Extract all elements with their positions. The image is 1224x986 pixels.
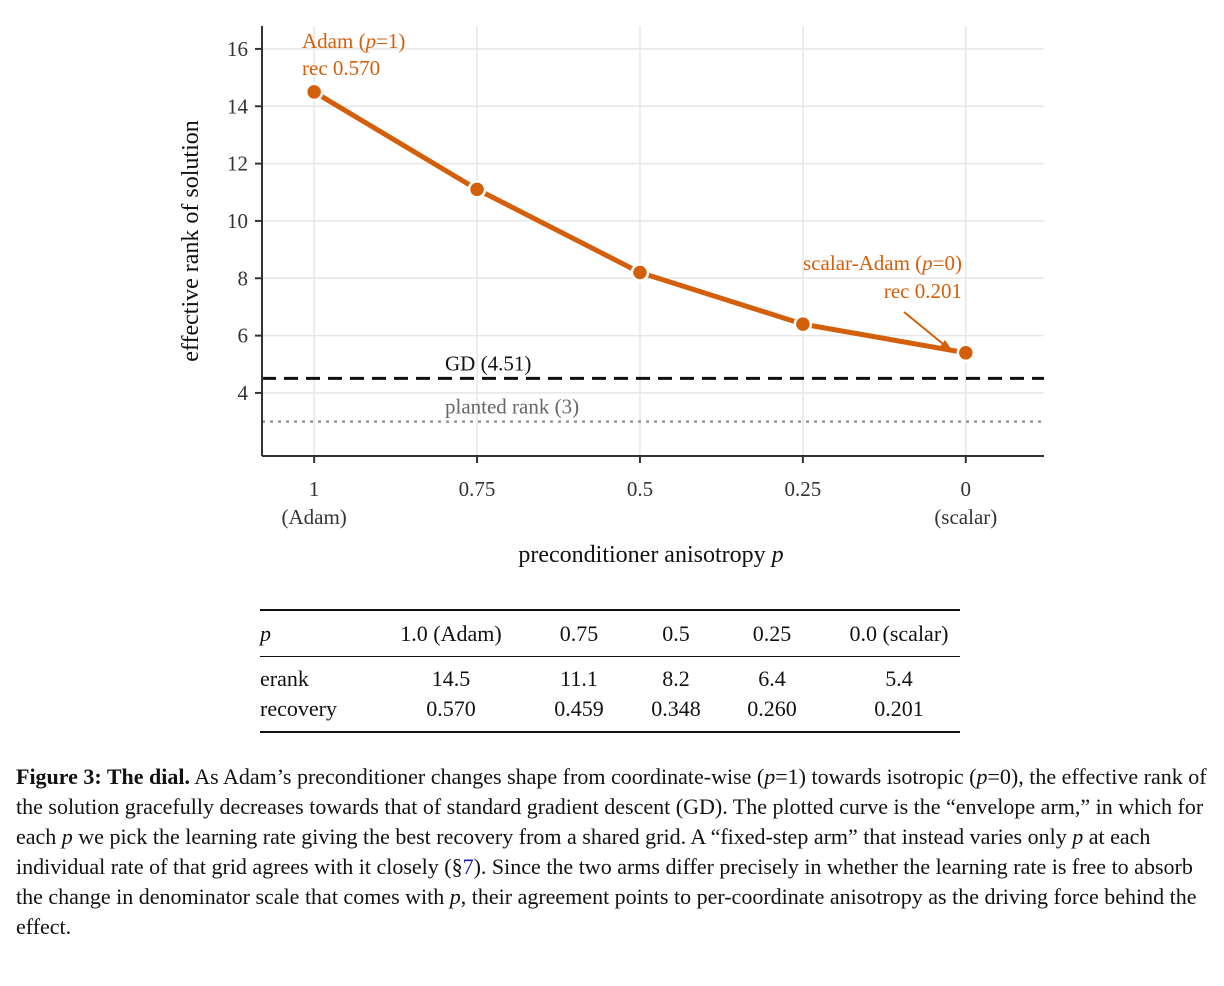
- annotation-scalar-pre: scalar-Adam (: [803, 251, 922, 275]
- data-point: [793, 314, 813, 334]
- annotation-scalar-recovery: rec 0.201: [884, 279, 962, 303]
- x-tick-label: 0.75: [459, 477, 496, 501]
- annotation-adam-recovery: rec 0.570: [302, 56, 380, 80]
- annotations: Adam (p=1) rec 0.570 scalar-Adam (p=0) r…: [302, 29, 962, 353]
- caption-var: p: [764, 764, 776, 789]
- x-tick-label: 1: [309, 477, 320, 501]
- table-cell: 8.2: [662, 666, 690, 691]
- y-tick-label: 14: [227, 94, 249, 118]
- table-header-scalar: 0.0 (scalar): [849, 621, 949, 646]
- caption-var: p: [1072, 824, 1084, 849]
- caption-text: =1) towards isotropic (: [775, 764, 977, 789]
- planted-rank-label: planted rank (3): [445, 395, 579, 419]
- table-bottom-rule: [260, 731, 960, 733]
- annotation-adam-post: =1): [376, 29, 405, 53]
- x-axis-label-text: preconditioner anisotropy: [518, 542, 771, 568]
- caption-text: , their agreement points to per-coordina…: [16, 884, 1197, 939]
- table-row-recovery-label: recovery: [260, 696, 337, 721]
- x-tick-label: 0.5: [627, 477, 653, 501]
- y-axis-label: effective rank of solution: [178, 120, 204, 361]
- axes: [261, 26, 1044, 457]
- table-cell: 11.1: [560, 666, 598, 691]
- data-point: [956, 343, 976, 363]
- caption-text: As Adam’s preconditioner changes shape f…: [189, 764, 765, 789]
- caption-text: at each individual rate of that grid agr…: [16, 824, 1151, 879]
- data-point: [467, 180, 487, 199]
- table-row-erank-label: erank: [260, 666, 309, 691]
- x-tick-sublabel: (Adam): [281, 505, 346, 529]
- table-header-adam: 1.0 (Adam): [400, 621, 502, 646]
- annotation-scalar-adam: scalar-Adam (p=0): [803, 251, 962, 275]
- annotation-adam: Adam (p=1): [302, 29, 405, 53]
- x-ticks: 1 (Adam) 0.75 0.5 0.25 0 (scalar): [281, 456, 997, 529]
- table-header-05: 0.5: [662, 621, 690, 646]
- caption-text: we pick the learning rate giving the bes…: [72, 824, 1073, 849]
- x-axis-label-var: p: [770, 542, 784, 568]
- table-cell: 5.4: [885, 666, 913, 691]
- table-cell: 0.260: [747, 696, 797, 721]
- table-cell: 0.570: [426, 696, 476, 721]
- results-table: p 1.0 (Adam) 0.75 0.5 0.25 0.0 (scalar) …: [260, 609, 960, 733]
- data-point: [630, 263, 650, 282]
- table-cell: 0.348: [651, 696, 701, 721]
- table-header-p: p: [260, 621, 271, 646]
- annotation-arrow: [903, 311, 949, 349]
- section-reference-link[interactable]: 7: [462, 854, 474, 879]
- gd-reference-label: GD (4.51): [445, 351, 531, 375]
- x-tick-sublabel: (scalar): [934, 505, 997, 529]
- table-cell: 14.5: [431, 666, 471, 691]
- y-tick-label: 4: [238, 381, 249, 405]
- caption-var: p: [449, 884, 461, 909]
- x-axis-label: preconditioner anisotropy p: [518, 542, 783, 568]
- y-tick-label: 6: [238, 324, 249, 348]
- y-ticks: 4 6 8 10 12 14 16: [227, 37, 262, 405]
- series: [304, 82, 976, 363]
- caption-label: Figure 3: The dial.: [16, 764, 190, 789]
- table-cell: 0.201: [874, 696, 924, 721]
- annotation-arrowhead: [938, 340, 954, 353]
- table-cell: 0.459: [554, 696, 604, 721]
- table-header-075: 0.75: [559, 621, 599, 646]
- caption-var: p: [61, 824, 73, 849]
- table-header-025: 0.25: [752, 621, 792, 646]
- caption-text: =0), the effective rank of the solution …: [16, 764, 1207, 849]
- y-tick-label: 10: [227, 209, 248, 233]
- y-tick-label: 8: [238, 266, 249, 290]
- reference-lines: GD (4.51) planted rank (3): [262, 351, 1044, 423]
- table-cell: 6.4: [758, 666, 786, 691]
- caption-text: ). Since the two arms differ precisely i…: [16, 854, 1193, 909]
- annotation-scalar-post: =0): [933, 251, 962, 275]
- grid: [262, 26, 1044, 456]
- annotation-scalar-var: p: [920, 251, 933, 275]
- caption-var: p: [976, 764, 988, 789]
- x-tick-label: 0.25: [785, 477, 822, 501]
- data-point: [304, 82, 324, 102]
- figure-caption: Figure 3: The dial. As Adam’s preconditi…: [16, 762, 1208, 942]
- effective-rank-chart: GD (4.51) planted rank (3) 4 6 8 10 12 14 16 1 (…: [178, 26, 1044, 568]
- table-mid-rule: [260, 656, 960, 657]
- annotation-adam-pre: Adam (: [302, 29, 366, 53]
- x-tick-label: 0: [961, 477, 972, 501]
- table-top-rule: [260, 609, 960, 611]
- y-tick-label: 16: [227, 37, 248, 61]
- annotation-adam-var: p: [364, 29, 377, 53]
- y-tick-label: 12: [227, 152, 248, 176]
